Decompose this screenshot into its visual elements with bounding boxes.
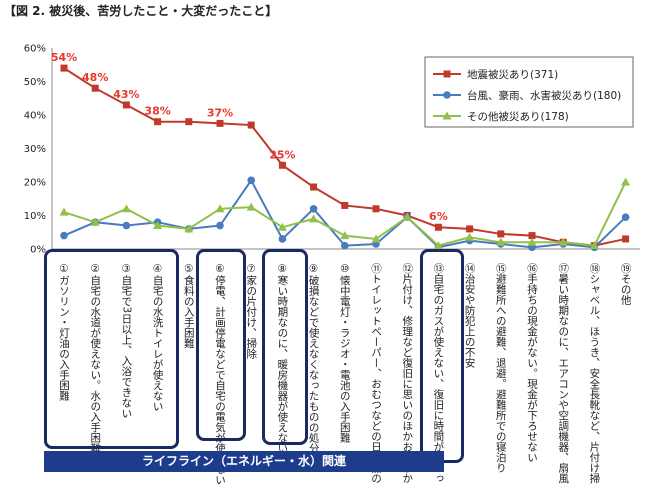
data-point <box>496 237 506 246</box>
series-2 <box>60 176 630 252</box>
series-3 <box>59 177 631 250</box>
data-point <box>340 231 350 240</box>
legend-marker <box>442 111 452 120</box>
data-point <box>371 234 381 243</box>
data-point <box>60 231 68 240</box>
data-point <box>527 237 537 246</box>
data-point <box>154 118 162 126</box>
data-label: 25% <box>269 148 295 161</box>
y-tick-labels: 0% 10% 20% 30% 40% 50% 60% <box>24 44 46 256</box>
y-tick-label: 0% <box>30 245 46 256</box>
data-point <box>341 201 349 209</box>
data-point <box>309 214 319 223</box>
category-label: ⑪トイレットペーパー、おむつなどの日用品の入手困難 <box>370 263 382 484</box>
legend-entry: その他被災あり(178) <box>433 110 569 123</box>
category-label: ⑭治安や防犯上の不安 <box>463 263 476 368</box>
y-tick-label: 60% <box>24 44 46 55</box>
data-point <box>60 64 68 72</box>
data-point <box>216 221 224 230</box>
data-labels: 54% 48% 43% 38% 37% 25% 6% <box>51 51 448 223</box>
category-label: ⑫片付け、修理など復旧に思いのほかお金がかかった <box>401 263 414 484</box>
data-point <box>59 207 69 216</box>
data-point <box>122 221 131 230</box>
legend: 地震被災あり(371) 台風、豪雨、水害被災あり(180) その他被災あり(178) <box>424 56 634 128</box>
legend-entry: 地震被災あり(371) <box>433 68 558 81</box>
category-label: ⑤食料の入手困難 <box>182 263 195 349</box>
data-point <box>90 217 100 226</box>
data-point <box>247 176 255 185</box>
data-point <box>433 241 443 250</box>
category-label: ⑯手持ちの現金がない。現金が下ろせない <box>526 263 538 463</box>
group-box-8 <box>262 249 308 445</box>
data-point <box>246 202 256 211</box>
data-point <box>466 225 474 233</box>
category-label: ⑦家の片付け、掃除 <box>245 263 258 359</box>
category-label: ④自宅の水洗トイレが使えない <box>151 263 164 412</box>
group-box-6 <box>196 249 246 441</box>
category-label: ②自宅の水道が使えない。水の入手困難 <box>89 263 102 454</box>
legend-marker <box>443 91 451 99</box>
data-point <box>121 204 131 213</box>
data-label: 38% <box>144 105 170 118</box>
data-point <box>247 121 255 129</box>
y-tick-label: 50% <box>24 77 46 88</box>
legend-label: その他被災あり(178) <box>467 110 569 123</box>
data-point <box>153 221 163 230</box>
series-lines <box>59 64 631 252</box>
data-point <box>122 101 130 109</box>
y-tick-label: 10% <box>24 211 46 222</box>
data-point <box>310 183 318 191</box>
category-label: ⑨破損などで使えなくなったものの処分 <box>307 263 320 454</box>
lifeline-group-label: ライフライン（エネルギー・水）関連 <box>44 451 444 472</box>
data-point <box>497 230 505 238</box>
data-point <box>434 223 442 231</box>
data-label: 37% <box>207 106 233 119</box>
category-label: ⑰暑い時期なのに、エアコンや空調機器、扇風機などが使えない <box>557 263 570 484</box>
data-point <box>215 204 225 213</box>
data-label: 48% <box>82 71 108 84</box>
category-label: ③自宅で3日以上、入浴できない <box>120 263 133 419</box>
group-box-1-4 <box>44 249 179 449</box>
y-tick-label: 20% <box>24 178 46 189</box>
category-label: ⑩懐中電灯・ラジオ・電池の入手困難 <box>338 263 351 443</box>
legend-label: 地震被災あり(371) <box>467 68 558 81</box>
data-point <box>372 205 380 213</box>
category-label: ⑥停電、計画停電などで自宅の電気が使えない <box>214 263 226 485</box>
data-point <box>528 232 536 240</box>
data-point <box>277 222 287 231</box>
category-label: ⑱シャベル、ほうき、安全長靴など、片付け掃除道具がない、入手困難。 <box>588 263 601 484</box>
data-point <box>91 84 99 92</box>
data-label: 6% <box>429 210 448 223</box>
figure-title: 【図 2. 被災後、苦労したこと・大変だったこと】 <box>4 4 278 18</box>
category-label: ⑮避難所への避難、退避。避難所での寝泊り <box>494 263 507 473</box>
y-tick-label: 30% <box>24 144 46 155</box>
data-point <box>465 232 475 241</box>
category-label: ⑬自宅のガスが使えない、復旧に時間がかかった <box>432 263 445 484</box>
category-label: ⑧寒い時期なのに、暖房機器が使えない <box>276 263 289 454</box>
category-label: ⑲その他 <box>619 263 632 305</box>
data-label: 54% <box>51 51 77 64</box>
data-point <box>402 212 412 221</box>
data-point <box>621 177 631 186</box>
category-label: ①ガソリン・灯油の入手困難 <box>58 263 70 401</box>
group-box-13 <box>420 249 464 463</box>
data-point <box>621 213 630 221</box>
data-point <box>278 235 287 243</box>
data-point <box>558 237 568 246</box>
data-point <box>309 205 318 213</box>
data-label: 43% <box>113 88 139 101</box>
data-point <box>622 235 630 243</box>
data-point <box>278 161 286 169</box>
legend-marker <box>443 70 451 78</box>
data-point <box>341 241 349 250</box>
data-point <box>216 119 224 127</box>
data-point <box>185 118 193 126</box>
y-tick-label: 40% <box>24 111 46 122</box>
data-point <box>184 224 194 233</box>
data-point <box>589 241 599 250</box>
legend-label: 台風、豪雨、水害被災あり(180) <box>467 89 621 102</box>
legend-entry: 台風、豪雨、水害被災あり(180) <box>433 89 621 102</box>
